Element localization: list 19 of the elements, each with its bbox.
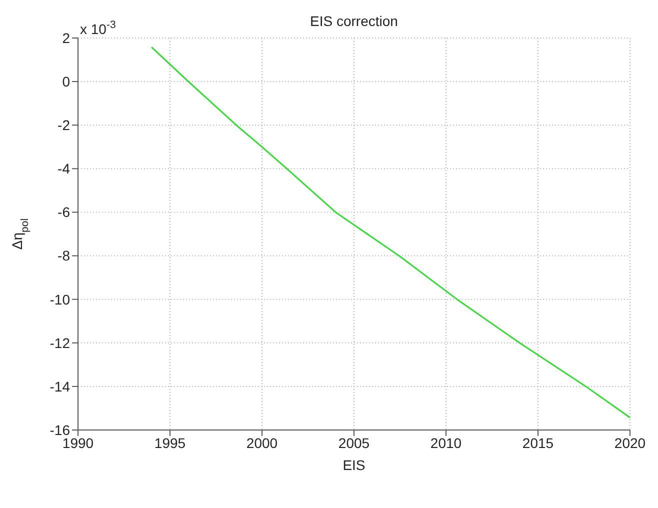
line-series xyxy=(150,46,630,418)
text: x 10$^{-3}$ xyxy=(80,19,116,37)
x-tick-label: 1995 xyxy=(154,434,186,451)
y-tick-label: -12 xyxy=(50,334,70,351)
y-tick-label: -4 xyxy=(58,160,70,177)
x-tick-label: 2015 xyxy=(522,434,554,451)
x-tick-label: 2005 xyxy=(338,434,370,451)
y-tick-label: -2 xyxy=(58,117,70,134)
x-tick-label: 2000 xyxy=(246,434,278,451)
y-tick-label: -10 xyxy=(50,291,70,308)
chart-title: EIS correction xyxy=(310,13,398,29)
y-tick-label: -14 xyxy=(50,378,70,394)
y-tick-label: 0 xyxy=(62,74,70,90)
x-tick-label: 2010 xyxy=(430,434,462,451)
y-tick-label: -6 xyxy=(58,204,70,220)
x-tick-label: 2020 xyxy=(614,434,646,451)
x-axis-title: EIS xyxy=(342,457,366,473)
y-tick-label: 2 xyxy=(62,30,70,46)
y-tick-label: -8 xyxy=(58,248,70,264)
